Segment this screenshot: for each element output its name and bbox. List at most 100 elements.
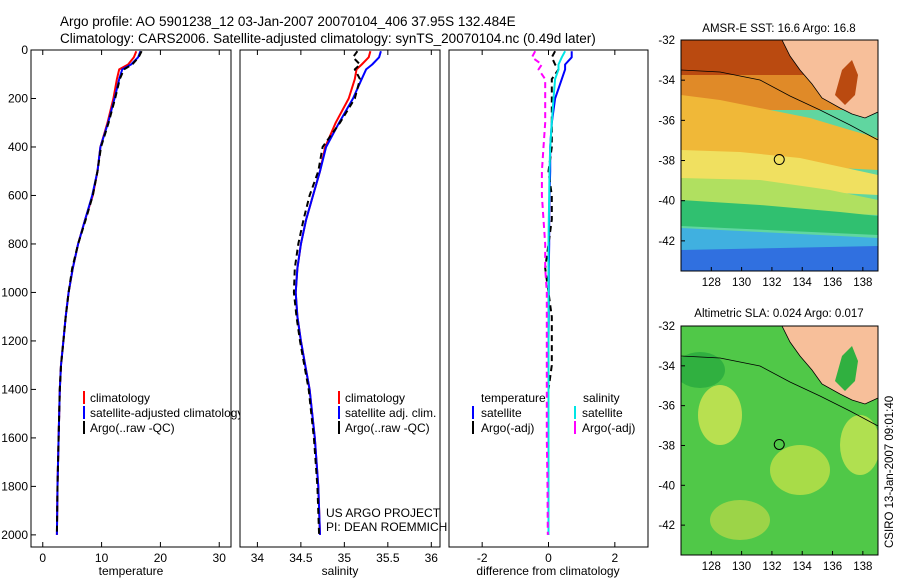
legend-label-argo: Argo(..raw -QC) (345, 421, 430, 435)
temperature-x-ticks: 0 10 20 30 (39, 50, 226, 565)
y-tick-label: 1600 (1, 431, 28, 445)
sst-map-frame (680, 39, 879, 272)
y-tick-label: 1400 (1, 382, 28, 396)
map-x-tick-label: 138 (853, 277, 872, 289)
x-tick-label: 0 (39, 551, 46, 565)
figure-title-line2: Climatology: CARS2006. Satellite-adjuste… (60, 31, 596, 46)
sla-map-title: Altimetric SLA: 0.024 Argo: 0.017 (694, 308, 863, 320)
map-y-tick-label: -32 (658, 35, 675, 47)
series-line-salinity-satellite (547, 50, 566, 535)
map-x-tick-label: 132 (762, 561, 781, 573)
sst-gulf-water (835, 60, 858, 105)
map-y-tick-label: -40 (658, 196, 675, 208)
map-y-tick-label: -38 (658, 156, 675, 168)
temperature-legend: climatology satellite-adjusted climatolo… (83, 391, 243, 435)
sla-map-field (681, 326, 878, 555)
y-tick-label: 1000 (1, 285, 28, 299)
difference-legend: temperature salinity satellite Argo(-adj… (472, 391, 635, 435)
sla-argo-location-marker (773, 438, 785, 450)
x-tick-label: 0 (545, 551, 552, 565)
map-x-tick-label: 136 (823, 277, 842, 289)
x-tick-label: 10 (95, 551, 109, 565)
sst-argo-location-marker (773, 154, 785, 166)
map-x-tick-label: 134 (793, 277, 813, 289)
difference-series (530, 50, 573, 535)
sla-anomaly-4 (710, 500, 770, 540)
y-tick-label: 600 (8, 188, 28, 202)
legend-label-climatology: climatology (345, 391, 405, 405)
sla-map-ticks: 128 130 132 134 136 138 -32 -34 -36 -38 -40 -42 (658, 321, 872, 573)
series-line-argo-raw-qc (292, 50, 361, 535)
temperature-axes-frame (30, 49, 232, 548)
map-x-tick-label: 130 (732, 561, 751, 573)
map-y-tick-label: -36 (658, 401, 675, 413)
map-x-tick-label: 128 (702, 277, 721, 289)
temperature-xlabel: temperature (99, 564, 164, 578)
series-line-argo-raw-qc (55, 50, 143, 535)
x-tick-label: 30 (213, 551, 227, 565)
legend-label-temp-satellite: satellite (481, 406, 522, 420)
map-x-tick-label: 132 (762, 277, 781, 289)
legend-label-temp-argo: Argo(-adj) (481, 421, 534, 435)
sst-map-ticks: 128 130 132 134 136 138 -32 -34 -36 -38 -40 -42 (658, 35, 872, 289)
x-tick-label: 36 (425, 551, 439, 565)
salinity-xlabel: salinity (322, 564, 359, 578)
series-line-temperature-argo-adj (544, 50, 560, 535)
x-tick-label: 35 (338, 551, 352, 565)
map-y-tick-label: -34 (658, 75, 675, 87)
sst-map-field (681, 40, 878, 271)
sst-depth-contour (681, 69, 878, 141)
y-tick-label: 2000 (1, 528, 28, 542)
pi-annotation: PI: DEAN ROEMMICH (326, 520, 447, 534)
x-tick-label: 20 (154, 551, 168, 565)
sst-band-green (681, 200, 878, 235)
legend-label-climatology: climatology (90, 391, 150, 405)
difference-x-ticks: -2 0 2 (477, 50, 618, 565)
map-x-tick-label: 134 (793, 561, 813, 573)
y-tick-label: 1200 (1, 334, 28, 348)
project-annotation: US ARGO PROJECT (326, 506, 441, 520)
temperature-series (55, 50, 143, 535)
legend-label-satellite: satellite adj. clim. (345, 406, 436, 420)
map-y-tick-label: -40 (658, 480, 675, 492)
sla-land (781, 326, 878, 405)
credit-timestamp: CSIRO 13-Jan-2007 09:01:40 (884, 396, 896, 548)
sla-anomaly-5 (681, 352, 725, 388)
y-tick-label: 400 (8, 140, 28, 154)
map-y-tick-label: -34 (658, 361, 675, 373)
y-tick-label: 0 (21, 43, 28, 57)
map-y-tick-label: -38 (658, 440, 675, 452)
x-tick-label: -2 (477, 551, 488, 565)
legend-label-sal-satellite: satellite (582, 406, 623, 420)
map-y-tick-label: -32 (658, 321, 675, 333)
map-x-tick-label: 130 (732, 277, 751, 289)
y-tick-label: 200 (8, 91, 28, 105)
difference-xlabel: difference from climatology (476, 564, 619, 578)
map-y-tick-label: -36 (658, 115, 675, 127)
sla-map-panel: Altimetric SLA: 0.024 Argo: 0.017 128 130… (658, 308, 879, 573)
legend-label-argo: Argo(..raw -QC) (90, 421, 175, 435)
difference-panel: -2 0 2 difference from climatology tempera… (448, 49, 649, 578)
x-tick-label: 35.5 (376, 551, 400, 565)
salinity-axes-frame (239, 49, 441, 548)
map-y-tick-label: -42 (658, 236, 675, 248)
map-x-tick-label: 128 (702, 561, 721, 573)
sla-map-frame (680, 325, 879, 556)
legend-header-temperature: temperature (481, 391, 546, 405)
salinity-x-ticks: 34 34.5 35 35.5 36 (251, 50, 439, 565)
y-tick-label: 800 (8, 237, 28, 251)
x-tick-label: 34 (251, 551, 265, 565)
temperature-panel: 0 200 400 600 800 1000 1200 1400 1600 1800 2000 0 1… (1, 43, 243, 578)
figure-title-line1: Argo profile: AO 5901238_12 03-Jan-2007 … (60, 14, 516, 29)
legend-label-sal-argo: Argo(-adj) (582, 421, 635, 435)
map-x-tick-label: 136 (823, 561, 842, 573)
salinity-series (292, 50, 382, 535)
y-tick-label: 1800 (1, 479, 28, 493)
salinity-panel: 34 34.5 35 35.5 36 salinity climatology sate… (239, 49, 447, 578)
legend-header-salinity: salinity (583, 391, 620, 405)
sla-anomaly-3 (840, 415, 878, 475)
x-tick-label: 2 (611, 551, 618, 565)
x-tick-label: 34.5 (289, 551, 313, 565)
temperature-y-ticks: 0 200 400 600 800 1000 1200 1400 1600 1800 2000 (1, 43, 36, 542)
